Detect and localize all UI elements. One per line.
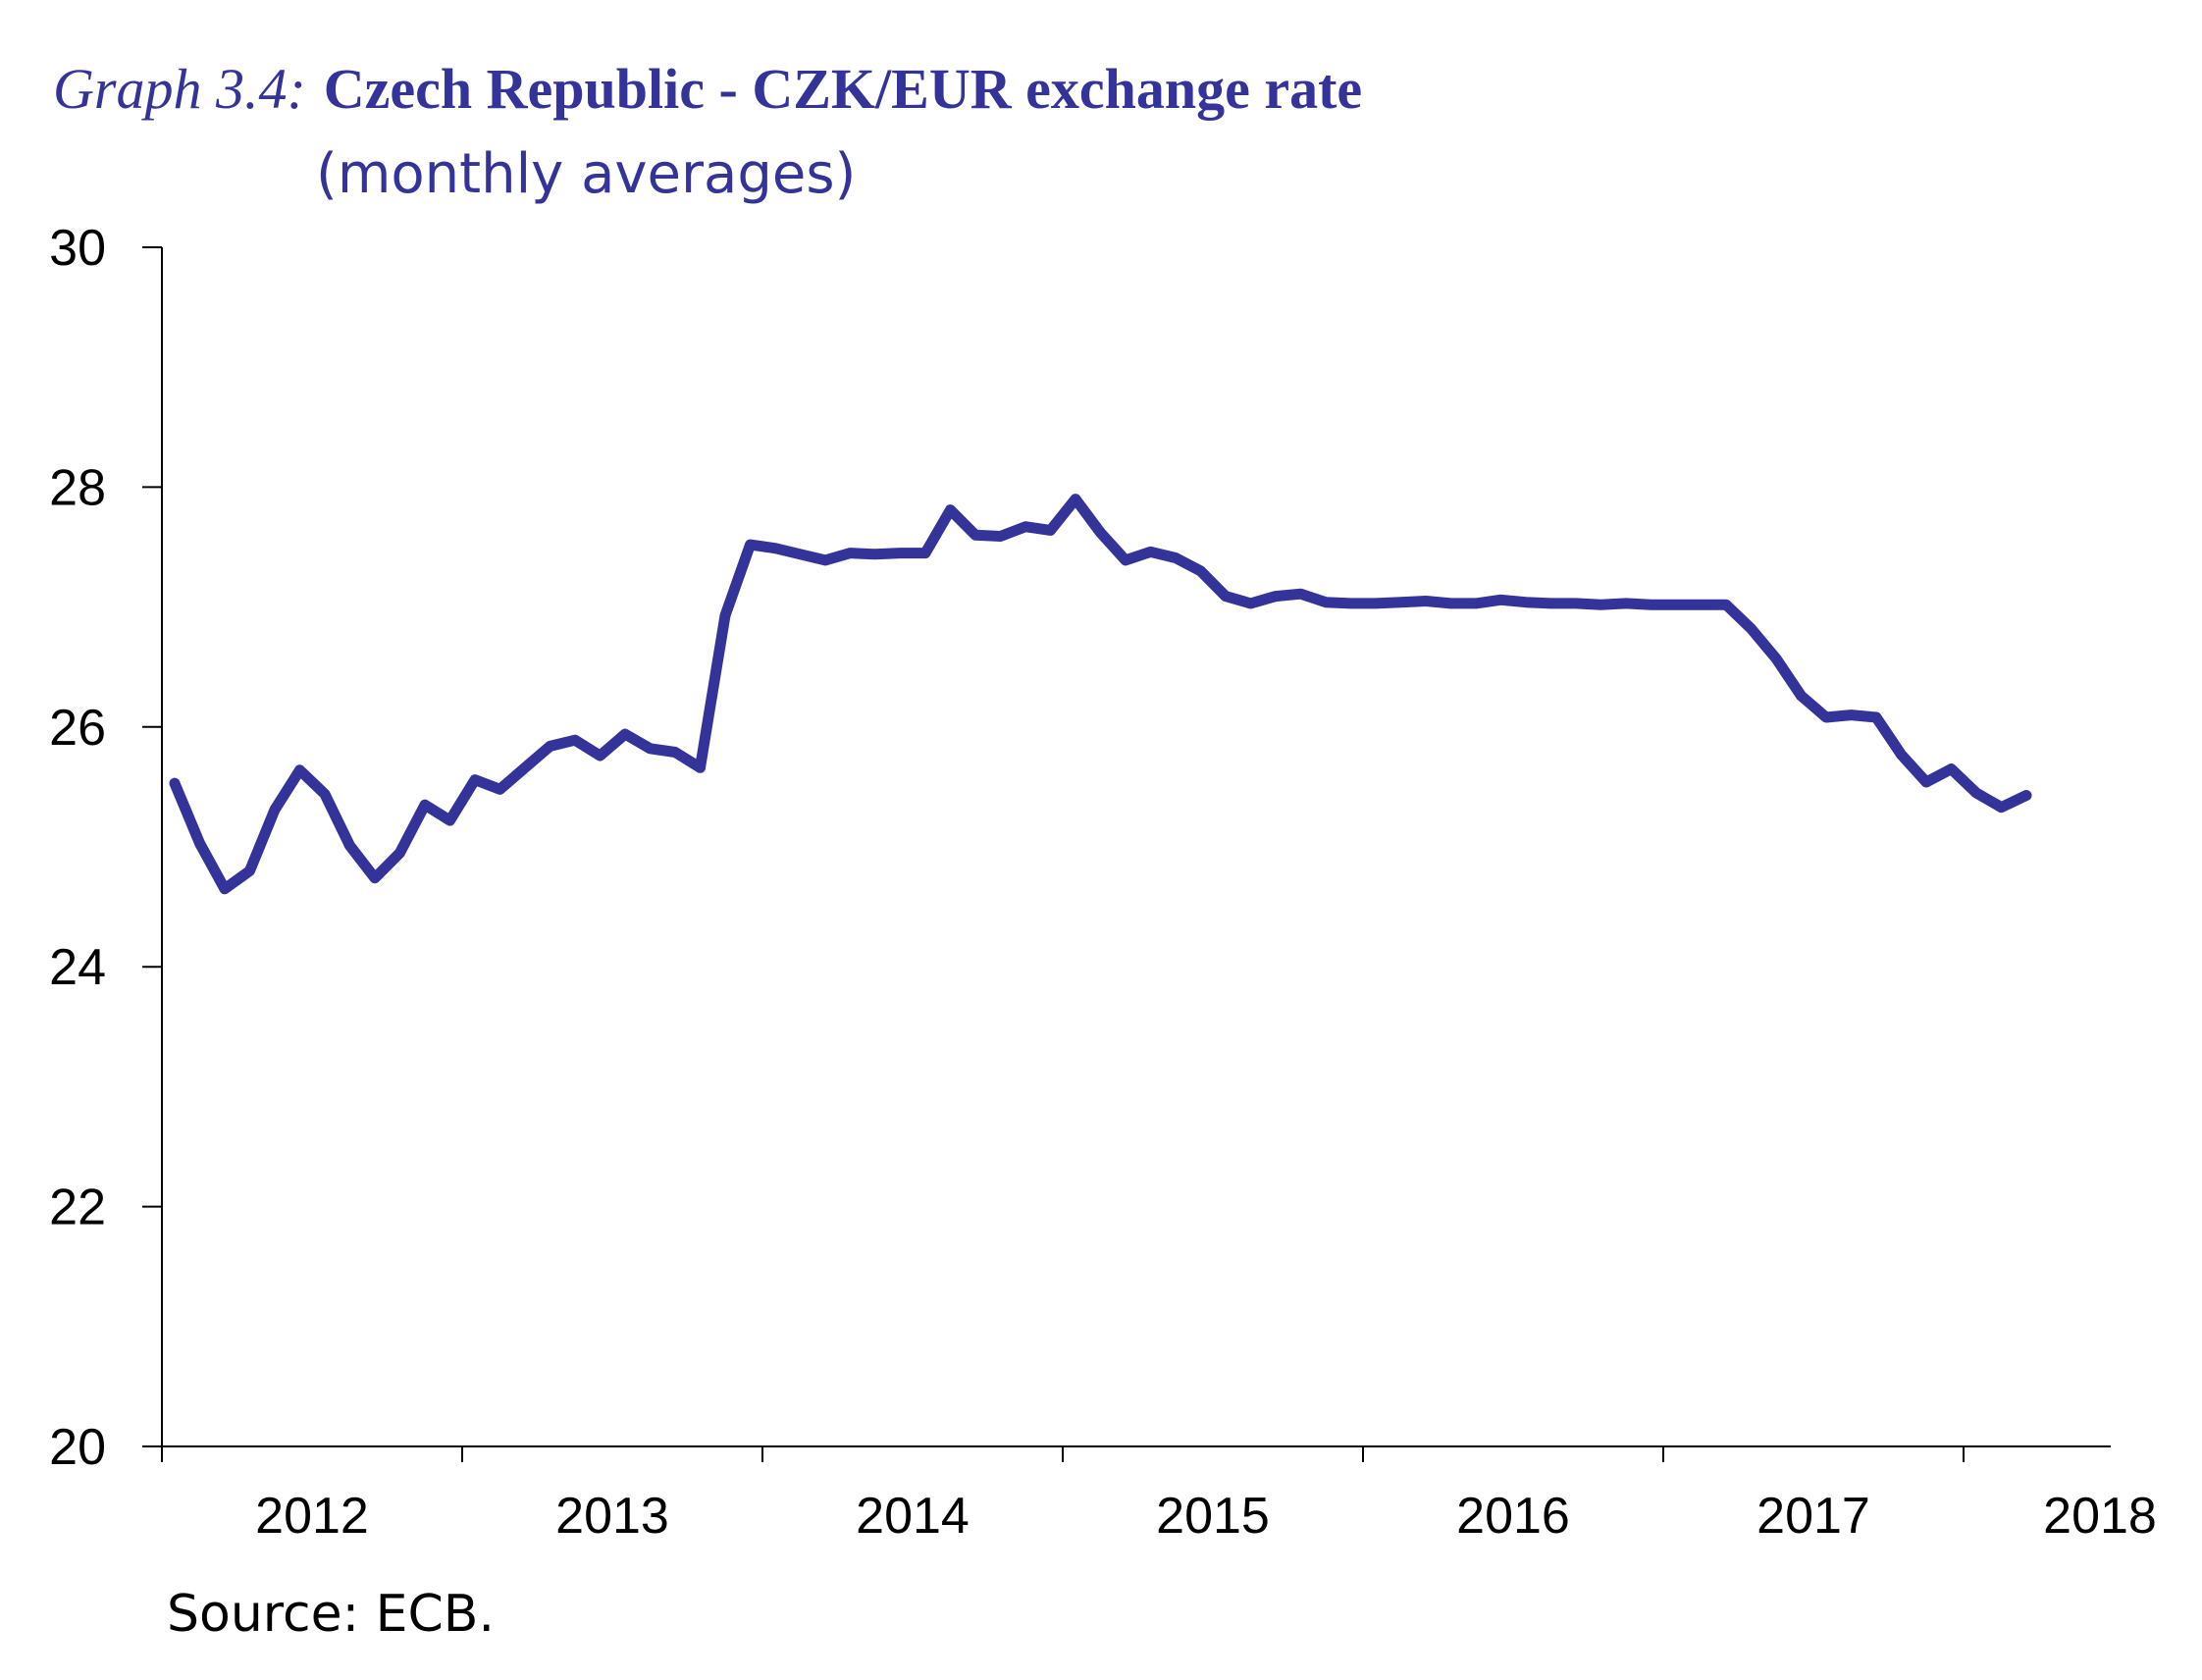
axes	[142, 246, 2111, 1462]
chart-title: Graph 3.4: Czech Republic - CZK/EUR exch…	[53, 57, 1362, 121]
y-tick-label: 26	[49, 700, 106, 757]
x-tick-label: 2014	[856, 1488, 970, 1545]
series-layer	[169, 494, 2032, 895]
chart-subtitle: (monthly averages)	[316, 142, 856, 206]
title-prefix: Graph 3.4:	[53, 57, 306, 121]
title-main: Czech Republic - CZK/EUR exchange rate	[324, 57, 1362, 121]
series-line-czk-eur	[169, 494, 2032, 895]
y-tick-label: 20	[49, 1419, 106, 1476]
x-tick-label: 2015	[1156, 1488, 1270, 1545]
y-tick-label: 24	[49, 939, 106, 996]
x-tick-labels: 2012 2013 2014 2015 2016 2017 2018	[255, 1488, 2157, 1545]
y-tick-label: 22	[49, 1180, 106, 1236]
x-tick-label: 2017	[1756, 1488, 1870, 1545]
y-tick-label: 30	[49, 220, 106, 277]
source-note: Source: ECB.	[167, 1585, 495, 1644]
x-tick-label: 2013	[555, 1488, 669, 1545]
x-tick-label: 2016	[1456, 1488, 1570, 1545]
x-tick-label: 2018	[2043, 1488, 2157, 1545]
x-tick-label: 2012	[255, 1488, 369, 1545]
y-tick-label: 28	[49, 459, 106, 516]
y-tick-labels: 20 22 24 26 28 30	[49, 220, 106, 1476]
